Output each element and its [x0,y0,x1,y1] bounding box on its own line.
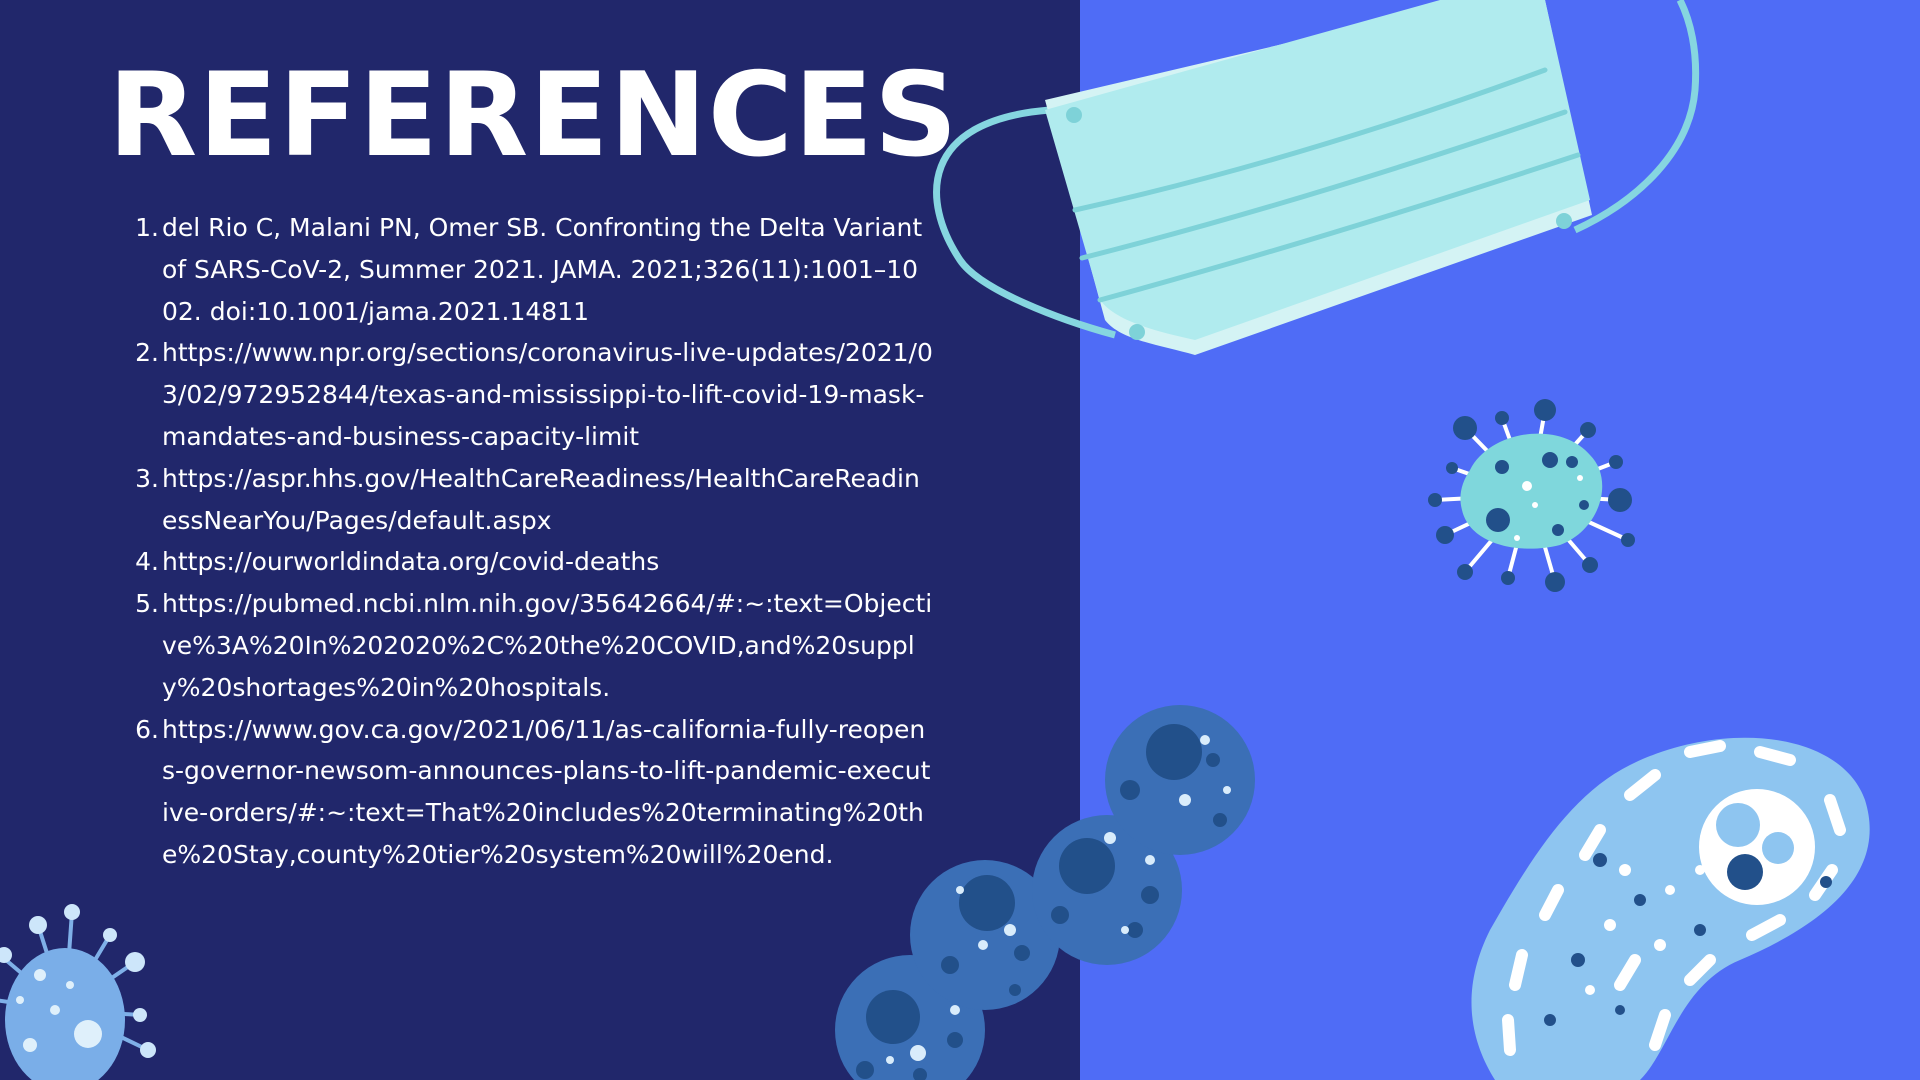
virus-large-icon [0,904,156,1080]
reference-number: 6. [135,714,159,744]
reference-item: 2. https://www.npr.org/sections/coronavir… [133,332,933,457]
bacterium-illustration [1471,737,1870,1080]
reference-number: 3. [135,463,159,493]
reference-list: 1. del Rio C, Malani PN, Omer SB. Confron… [133,207,933,876]
reference-link[interactable]: https://www.gov.ca.gov/2021/06/11/as-cal… [162,714,931,869]
reference-item: 4. https://ourworldindata.org/covid-death… [133,541,933,583]
page-title: REFERENCES [108,48,959,183]
reference-link[interactable]: https://ourworldindata.org/covid-deaths [162,547,660,577]
reference-item: 5. https://pubmed.ncbi.nlm.nih.gov/356426… [133,583,933,708]
reference-text: del Rio C, Malani PN, Omer SB. Confronti… [162,213,923,326]
reference-item: 1. del Rio C, Malani PN, Omer SB. Confron… [133,207,933,332]
reference-item: 3. https://aspr.hhs.gov/HealthCareReadine… [133,458,933,542]
left-panel [0,0,1080,1080]
reference-number: 5. [135,589,159,619]
reference-link[interactable]: https://pubmed.ncbi.nlm.nih.gov/35642664… [162,589,933,702]
reference-number: 2. [135,338,159,368]
virus-small-icon [1428,399,1635,592]
reference-number: 1. [135,213,159,242]
reference-link[interactable]: https://www.npr.org/sections/coronavirus… [162,338,933,451]
cell-chain-illustration [835,705,1255,1080]
reference-item: 6. https://www.gov.ca.gov/2021/06/11/as-c… [133,709,933,876]
reference-number: 4. [135,547,159,577]
reference-link[interactable]: https://aspr.hhs.gov/HealthCareReadiness… [162,463,920,535]
face-mask-illustration [933,0,1700,355]
